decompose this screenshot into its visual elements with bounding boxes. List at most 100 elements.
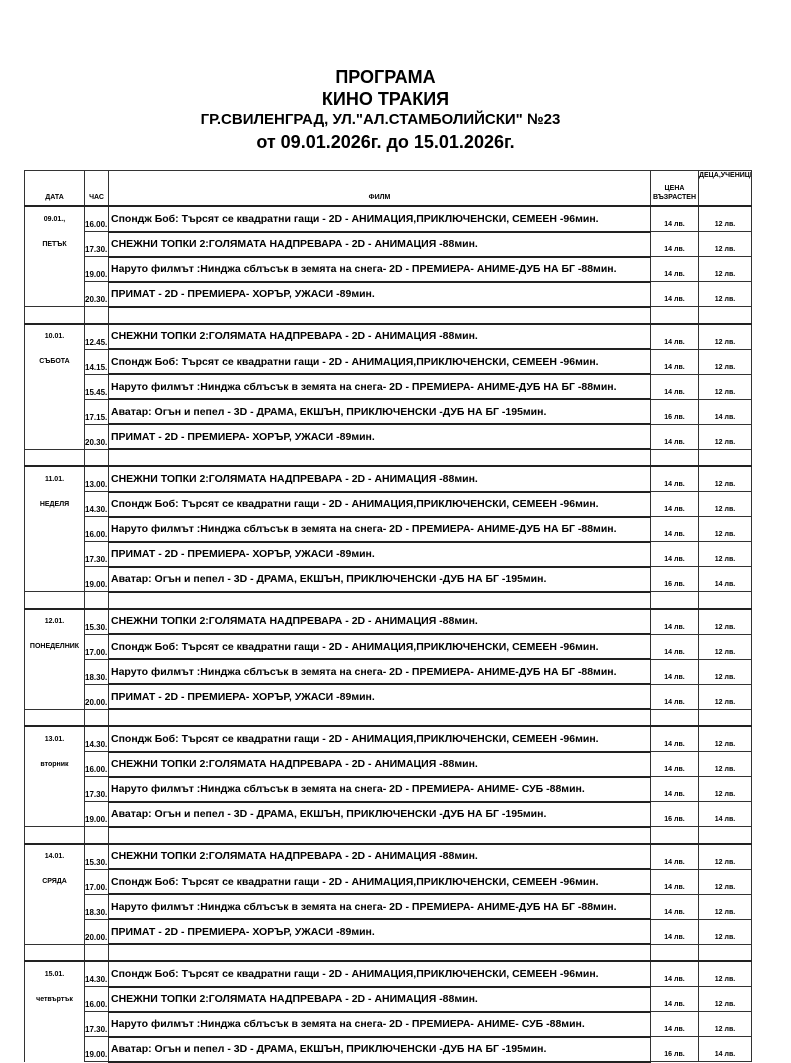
adult-price-cell: 14 лв. [650,541,699,567]
spacer-row [24,306,752,324]
empty-cell [698,943,752,962]
film-cell: ПРИМАТ - 2D - ПРЕМИЕРА- ХОРЪР, УЖАСИ -89… [108,683,651,710]
adult-price-cell: 14 лв. [650,842,699,870]
table-row: вторник 16.00. СНЕЖНИ ТОПКИ 2:ГОЛЯМАТА НАД… [24,751,752,778]
empty-date-cell [24,566,85,592]
showtime-cell: 20.00. [84,918,109,945]
table-row: ПОНЕДЕЛНИК 17.00. Спондж Боб: Търсят се кв… [24,633,752,660]
table-row: 17.15. Аватар: Огън и пепел - 3D - ДРАМА,… [24,398,752,425]
film-cell: СНЕЖНИ ТОПКИ 2:ГОЛЯМАТА НАДПРЕВАРА - 2D … [108,607,651,635]
date-cell: 15.01. [24,960,85,987]
kids-price-cell: 12 лв. [698,986,752,1012]
film-cell: Спондж Боб: Търсят се квадратни гащи - 2… [108,491,651,518]
kids-price-cell: 12 лв. [698,423,752,450]
film-cell: Наруто филмът :Нинджа сблъсък в земята н… [108,1011,651,1038]
table-row: 11.01. 13.00. СНЕЖНИ ТОПКИ 2:ГОЛЯМАТА НАДП… [24,465,752,493]
adult-price-cell: 16 лв. [650,1036,699,1062]
showtime-cell: 17.00. [84,633,109,660]
showtime-cell: 16.00. [84,516,109,542]
showtime-cell: 20.30. [84,423,109,450]
showtime-cell: 20.00. [84,683,109,710]
weekday-cell: СЪБОТА [24,349,85,374]
table-row: четвъртък 16.00. СНЕЖНИ ТОПКИ 2:ГОЛЯМАТА Н… [24,986,752,1013]
empty-cell [108,591,651,609]
empty-cell [650,448,699,467]
kids-price-cell: 12 лв. [698,231,752,257]
kids-price-cell: 12 лв. [698,658,752,685]
empty-cell [650,591,699,609]
film-cell: Аватар: Огън и пепел - 3D - ДРАМА, ЕКШЪН… [108,801,651,828]
adult-price-cell: 14 лв. [650,322,699,350]
film-cell: Аватар: Огън и пепел - 3D - ДРАМА, ЕКШЪН… [108,566,651,593]
table-row: 12.01. 15.30. СНЕЖНИ ТОПКИ 2:ГОЛЯМАТА НАДП… [24,607,752,635]
spacer-row [24,708,752,727]
showtime-cell: 18.30. [84,658,109,685]
kids-price-cell: 12 лв. [698,607,752,635]
film-cell: СНЕЖНИ ТОПКИ 2:ГОЛЯМАТА НАДПРЕВАРА - 2D … [108,986,651,1013]
empty-date-cell [24,919,85,944]
showtime-cell: 14.30. [84,725,109,752]
film-cell: Наруто филмът :Нинджа сблъсък в земята н… [108,893,651,920]
empty-cell [698,708,752,727]
empty-cell [108,306,651,324]
empty-cell [84,306,109,324]
kids-price-cell: 12 лв. [698,322,752,350]
showtime-cell: 17.30. [84,1011,109,1037]
showtime-cell: 15.30. [84,607,109,635]
film-cell: Спондж Боб: Търсят се квадратни гащи - 2… [108,633,651,660]
column-header-date: ДАТА [24,170,85,207]
kids-price-cell: 12 лв. [698,868,752,895]
empty-cell [698,306,752,324]
kids-price-cell: 12 лв. [698,683,752,710]
kids-price-cell: 12 лв. [698,751,752,777]
empty-cell [108,826,651,844]
weekday-cell: четвъртък [24,986,85,1012]
empty-date-cell [24,659,85,684]
empty-date-cell [24,399,85,424]
adult-price-cell: 14 лв. [650,658,699,685]
schedule-period: от 09.01.2026г. до 15.01.2026г. [256,132,515,152]
adult-price-cell: 14 лв. [650,776,699,802]
kids-price-cell: 12 лв. [698,776,752,802]
table-row: 20.30. ПРИМАТ - 2D - ПРЕМИЕРА- ХОРЪР, УЖА… [24,281,752,308]
empty-cell [650,708,699,727]
kids-price-cell: 14 лв. [698,566,752,592]
film-cell: Спондж Боб: Търсят се квадратни гащи - 2… [108,725,651,753]
table-row: 19.00. Аватар: Огън и пепел - 3D - ДРАМА,… [24,1036,752,1063]
empty-cell [24,943,85,962]
film-cell: Наруто филмът :Нинджа сблъсък в земята н… [108,658,651,685]
kids-price-cell: 12 лв. [698,725,752,752]
empty-cell [650,826,699,844]
date-cell: 09.01., [24,205,85,232]
showtime-cell: 12.45. [84,322,109,350]
table-row: 17.30. Наруто филмът :Нинджа сблъсък в зе… [24,1011,752,1038]
adult-price-cell: 14 лв. [650,918,699,945]
table-row: 20.00. ПРИМАТ - 2D - ПРЕМИЕРА- ХОРЪР, УЖА… [24,683,752,710]
showtime-cell: 16.00. [84,751,109,777]
kids-price-cell: 12 лв. [698,918,752,945]
page-title: ПРОГРАМА [335,67,436,87]
film-cell: Наруто филмът :Нинджа сблъсък в земята н… [108,373,651,400]
empty-date-cell [24,801,85,827]
empty-cell [84,826,109,844]
weekday-cell: СРЯДА [24,869,85,894]
empty-date-cell [24,374,85,399]
table-row: 18.30. Наруто филмът :Нинджа сблъсък в зе… [24,658,752,685]
kids-price-cell: 14 лв. [698,1036,752,1062]
adult-price-cell: 14 лв. [650,986,699,1012]
empty-cell [84,943,109,962]
weekday-cell: вторник [24,751,85,777]
film-cell: Наруто филмът :Нинджа сблъсък в земята н… [108,776,651,803]
adult-price-cell: 14 лв. [650,423,699,450]
empty-cell [698,826,752,844]
showtime-cell: 14.15. [84,348,109,375]
showtime-cell: 19.00. [84,1036,109,1062]
kids-price-cell: 12 лв. [698,842,752,870]
spacer-row [24,591,752,609]
empty-date-cell [24,1011,85,1037]
film-cell: СНЕЖНИ ТОПКИ 2:ГОЛЯМАТА НАДПРЕВАРА - 2D … [108,842,651,870]
adult-price-cell: 14 лв. [650,373,699,400]
film-cell: Спондж Боб: Търсят се квадратни гащи - 2… [108,205,651,233]
kids-price-cell: 12 лв. [698,465,752,492]
table-row: 20.00. ПРИМАТ - 2D - ПРЕМИЕРА- ХОРЪР, УЖА… [24,918,752,945]
